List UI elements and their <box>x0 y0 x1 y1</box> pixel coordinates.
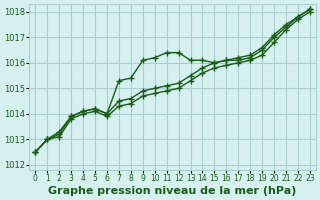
X-axis label: Graphe pression niveau de la mer (hPa): Graphe pression niveau de la mer (hPa) <box>48 186 297 196</box>
